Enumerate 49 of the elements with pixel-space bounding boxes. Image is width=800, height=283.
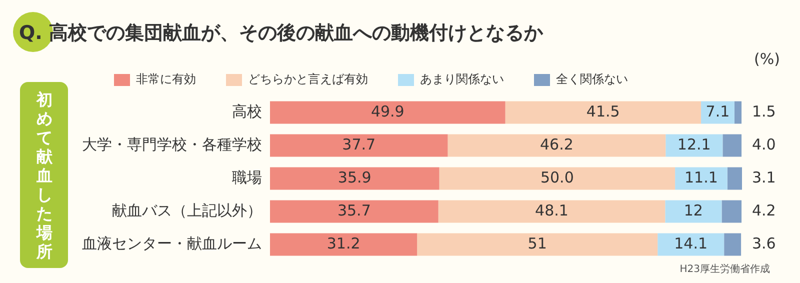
data-label: 12 xyxy=(684,201,703,220)
bar xyxy=(270,200,438,223)
bar xyxy=(727,167,742,190)
data-label: 12.1 xyxy=(677,135,711,154)
y-tick-label: 大学・専門学校・各種学校 xyxy=(82,135,262,154)
data-label: 46.2 xyxy=(540,135,574,154)
data-label: 41.5 xyxy=(586,102,620,120)
bar xyxy=(270,134,448,157)
legend-label: 全く関係ない xyxy=(556,72,628,86)
bar xyxy=(722,134,742,157)
bar xyxy=(270,167,440,190)
legend-label: 非常に有効 xyxy=(136,72,196,86)
data-label: 48.1 xyxy=(535,201,568,220)
data-label: 14.1 xyxy=(674,234,708,252)
bar xyxy=(439,167,676,190)
data-label: 3.6 xyxy=(752,234,776,252)
data-label: 49.9 xyxy=(370,102,404,120)
bar xyxy=(505,101,701,124)
data-label: 51 xyxy=(528,234,547,252)
text: H23厚生労働省作成 xyxy=(680,262,770,276)
bar xyxy=(417,233,658,256)
text: 初めて献血した場所 xyxy=(36,90,52,261)
legend-label: どちらかと言えば有効 xyxy=(248,72,368,86)
data-label: 3.1 xyxy=(752,168,776,186)
bar xyxy=(734,101,742,124)
y-tick-label: 高校 xyxy=(232,102,262,120)
y-tick-label: 職場 xyxy=(232,168,262,186)
data-label: 1.5 xyxy=(752,102,776,120)
bar xyxy=(448,134,666,157)
data-label: 4.0 xyxy=(752,135,776,154)
data-label: 31.2 xyxy=(326,234,360,252)
bar xyxy=(270,101,506,124)
y-tick-label: 献血バス（上記以外） xyxy=(112,201,262,220)
bar xyxy=(270,233,418,256)
data-label: 35.9 xyxy=(338,168,372,186)
data-label: 50.0 xyxy=(540,168,574,186)
bar xyxy=(722,200,742,223)
data-label: 37.7 xyxy=(342,135,376,154)
bar xyxy=(724,233,742,256)
data-label: 7.1 xyxy=(706,102,730,120)
bar xyxy=(658,233,724,256)
data-label: 35.7 xyxy=(337,201,371,220)
y-tick-label: 血液センター・献血ルーム xyxy=(82,234,262,252)
bar xyxy=(438,200,666,223)
data-label: 4.2 xyxy=(752,201,776,220)
legend-label: あまり関係ない xyxy=(420,72,504,86)
text: (%) xyxy=(754,50,780,68)
data-label: 11.1 xyxy=(684,168,718,186)
bar xyxy=(665,200,722,223)
